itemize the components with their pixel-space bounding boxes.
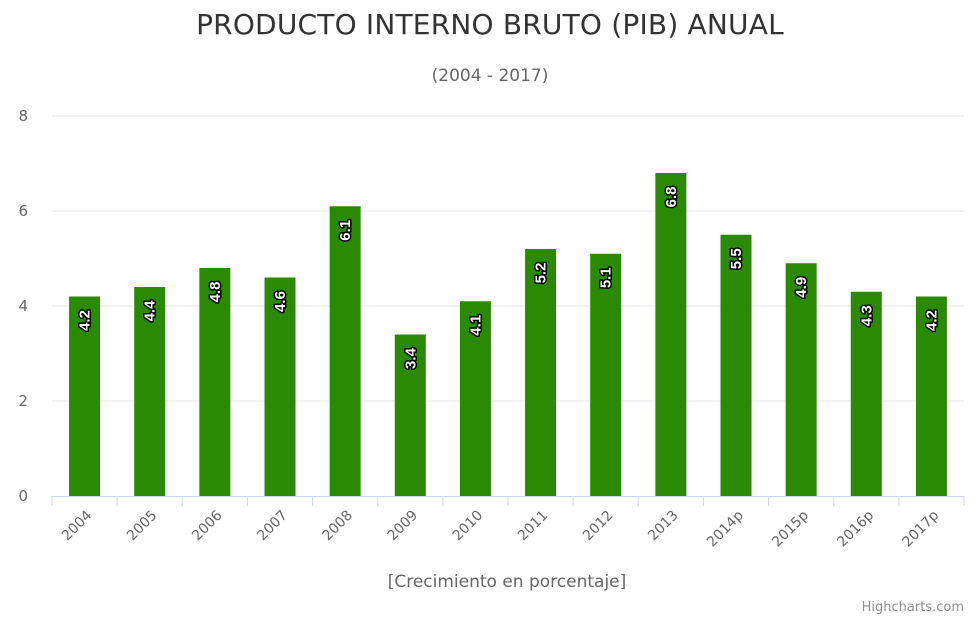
bar[interactable] xyxy=(69,296,101,497)
data-label: 5.1 xyxy=(598,267,615,288)
data-label: 4.8 xyxy=(207,282,224,303)
y-tick-label: 8 xyxy=(18,107,28,125)
x-tick-label: 2013 xyxy=(645,508,682,545)
y-tick-label: 0 xyxy=(18,487,28,505)
x-tick-label: 2016p xyxy=(834,507,877,550)
data-label: 4.1 xyxy=(467,315,484,336)
bar[interactable] xyxy=(199,268,231,496)
data-label: 5.5 xyxy=(728,248,745,269)
bar[interactable] xyxy=(264,277,296,497)
x-tick-label: 2009 xyxy=(385,508,422,545)
bar[interactable] xyxy=(655,173,687,496)
x-tick-label: 2012 xyxy=(580,508,617,545)
data-label: 6.8 xyxy=(663,187,680,208)
bar[interactable] xyxy=(329,206,361,496)
x-tick-label: 2011 xyxy=(515,508,552,545)
x-tick-label: 2010 xyxy=(450,508,487,545)
y-tick-label: 2 xyxy=(18,392,28,410)
x-tick-label: 2007 xyxy=(254,508,291,545)
data-label: 4.4 xyxy=(142,300,159,322)
bar[interactable] xyxy=(590,253,622,496)
y-axis: 0 2 4 6 8 xyxy=(18,107,28,505)
bar[interactable] xyxy=(394,334,426,497)
data-label: 5.2 xyxy=(533,263,550,284)
data-label: 4.9 xyxy=(793,277,810,298)
chart-subtitle: (2004 - 2017) xyxy=(431,66,549,86)
grid-lines xyxy=(52,115,964,402)
y-tick-label: 4 xyxy=(18,297,28,315)
bar[interactable] xyxy=(525,249,557,496)
bar[interactable] xyxy=(459,301,491,496)
bar[interactable] xyxy=(850,291,882,496)
x-tick-label: 2008 xyxy=(319,508,356,545)
bars xyxy=(69,173,947,496)
bar[interactable] xyxy=(134,287,166,496)
x-axis-label: [Crecimiento en porcentaje] xyxy=(388,572,627,592)
data-label: 4.3 xyxy=(858,305,875,326)
data-label: 4.6 xyxy=(272,291,289,312)
chart-title: PRODUCTO INTERNO BRUTO (PIB) ANUAL xyxy=(196,8,784,41)
bar[interactable] xyxy=(720,234,752,496)
data-label: 3.4 xyxy=(402,347,419,369)
data-label: 6.1 xyxy=(337,220,354,241)
bar[interactable] xyxy=(915,296,947,497)
y-tick-label: 6 xyxy=(18,202,28,220)
x-tick-label: 2017p xyxy=(899,507,942,550)
data-label: 4.2 xyxy=(77,310,94,331)
data-label: 4.2 xyxy=(923,310,940,331)
x-tick-label: 2005 xyxy=(124,508,161,545)
x-tick-label: 2015p xyxy=(769,507,812,550)
data-labels: 4.2 4.4 4.8 4.6 6.1 3.4 4.1 5.2 5.1 6.8 5.5 4.9 4.3 4… xyxy=(75,185,942,370)
bar[interactable] xyxy=(785,263,817,496)
x-axis: 2004 2005 2006 2007 2008 2009 2010 2011 2012 2013… xyxy=(51,496,965,550)
credits-link[interactable]: Highcharts.com xyxy=(861,600,964,615)
x-tick-label: 2014p xyxy=(704,507,747,550)
x-tick-label: 2004 xyxy=(59,507,96,544)
x-tick-label: 2006 xyxy=(189,507,226,544)
